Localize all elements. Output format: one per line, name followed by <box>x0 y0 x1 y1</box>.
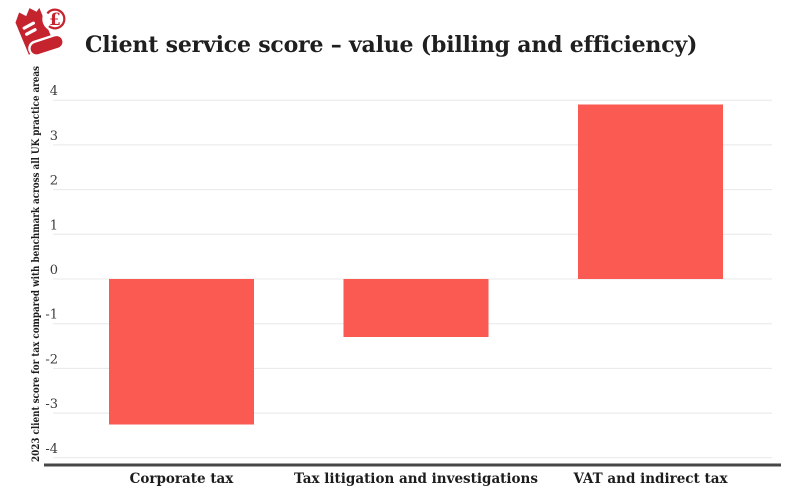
y-tick-label: 1 <box>50 218 58 233</box>
category-label-1: Corporate tax <box>130 471 235 487</box>
receipt-line-1 <box>22 21 36 30</box>
y-tick-label: 0 <box>50 263 58 278</box>
y-tick-label: 2 <box>50 174 58 189</box>
y-axis-label: 2023 client score for tax compared with … <box>30 66 42 462</box>
pound-symbol: £ <box>49 9 61 29</box>
receipt-pound-icon: £ <box>15 6 68 57</box>
receipt-roll <box>30 36 63 55</box>
y-tick-label: -4 <box>45 442 58 457</box>
receipt-line-2 <box>25 28 37 36</box>
y-tick-label: -2 <box>45 352 58 367</box>
category-label-2: Tax litigation and investigations <box>294 471 538 487</box>
category-label-3: VAT and indirect tax <box>572 471 728 487</box>
bar-3 <box>578 104 723 279</box>
y-tick-label: 3 <box>50 129 58 144</box>
y-tick-label: 4 <box>50 84 58 99</box>
y-tick-label: -3 <box>45 397 58 412</box>
coin-ring <box>44 8 66 30</box>
bar-2 <box>343 279 489 338</box>
bar-1 <box>109 279 254 425</box>
chart-title: Client service score – value (billing an… <box>85 32 698 58</box>
y-tick-label: -1 <box>45 308 58 323</box>
